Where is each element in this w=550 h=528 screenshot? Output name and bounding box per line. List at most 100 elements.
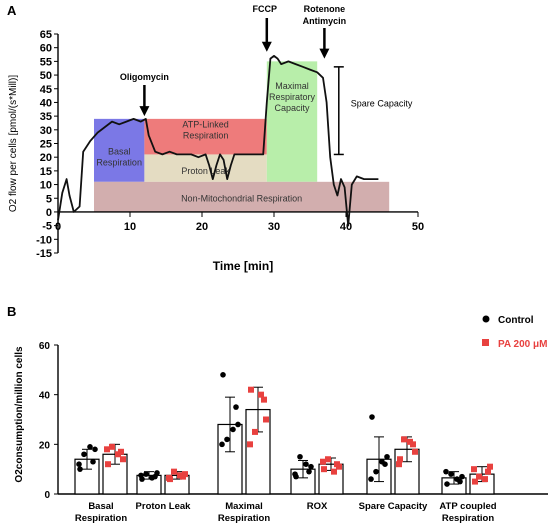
x-tick-label: 50	[412, 221, 424, 233]
point-control	[369, 414, 375, 420]
point-control	[292, 471, 298, 477]
category-label: ROX	[307, 501, 328, 512]
point-pa	[487, 463, 493, 470]
point-control	[92, 446, 98, 453]
point-pa	[485, 468, 491, 475]
region-2	[144, 154, 267, 182]
region-label-4: Non-Mitochondrial Respiration	[181, 193, 302, 203]
point-pa	[472, 478, 478, 485]
panel-a: ABasalRespirationATP-LinkedRespirationPr…	[7, 3, 424, 273]
region-3	[266, 61, 318, 182]
region-label-0: Respiration	[96, 158, 142, 168]
point-control	[368, 476, 374, 482]
point-pa	[401, 436, 407, 443]
x-tick-label: 0	[55, 221, 61, 233]
legend-control-marker	[482, 315, 490, 323]
panel-b: B 0 20 40 60 O2consumption/million cells Basal…	[7, 304, 548, 524]
point-pa	[482, 476, 488, 483]
region-label-0: Basal	[108, 147, 131, 157]
point-control	[384, 453, 390, 460]
category-label: Proton Leak	[136, 501, 192, 512]
y-tick-label: 60	[40, 43, 52, 55]
category-label: Spare Capacity	[359, 501, 428, 512]
point-pa	[171, 468, 177, 475]
region-label-2: Proton Leak	[181, 166, 230, 176]
fccp-arrow-head	[261, 41, 272, 52]
point-pa	[320, 458, 326, 465]
point-control	[76, 461, 82, 468]
y-tick-label: 0	[44, 490, 50, 501]
point-pa	[476, 473, 482, 480]
x-tick-label: 40	[340, 221, 352, 233]
point-control	[220, 372, 226, 378]
y-tick-label: 40	[39, 391, 51, 402]
point-control	[308, 463, 314, 470]
y-tick-label: -10	[36, 234, 52, 246]
point-control	[143, 471, 149, 477]
point-control	[138, 472, 144, 479]
point-pa	[248, 386, 254, 393]
oligomycin-label: Oligomycin	[120, 72, 169, 82]
point-control	[448, 471, 454, 477]
y-tick-label: 60	[39, 341, 51, 352]
rotenone-arrow-head	[319, 48, 330, 59]
y-tick-label: 40	[40, 97, 52, 109]
point-pa	[115, 451, 121, 458]
point-pa	[104, 446, 110, 453]
fccp-label: FCCP	[253, 4, 278, 14]
x-axis-title: Time [min]	[213, 259, 273, 273]
category-label: Respiration	[75, 513, 127, 524]
oligomycin-arrow-head	[139, 106, 150, 117]
point-control	[303, 461, 309, 468]
x-tick-label: 10	[124, 221, 136, 233]
x-tick-label: 30	[268, 221, 280, 233]
point-pa	[397, 456, 403, 463]
point-pa	[252, 428, 258, 435]
y-tick-label: 65	[40, 29, 52, 41]
y-tick-label: 50	[40, 70, 52, 82]
point-control	[81, 451, 87, 458]
point-control	[77, 466, 83, 472]
x-tick-label: 20	[196, 221, 208, 233]
y-tick-label: 0	[46, 207, 52, 219]
point-pa	[182, 471, 188, 478]
point-pa	[321, 466, 327, 473]
y-axis-title: O2 flow per cells [pmol/(s*Mill)]	[8, 75, 19, 212]
region-label-3: Respiratory	[269, 92, 316, 102]
point-pa	[471, 466, 477, 473]
antimycin-label: Antimycin	[303, 16, 347, 26]
point-pa	[109, 443, 115, 450]
point-control	[443, 468, 449, 475]
spare-capacity-label: Spare Capacity	[351, 99, 413, 109]
point-control	[149, 475, 155, 481]
y-tick-label: -15	[36, 248, 52, 260]
rotenone-label: Rotenone	[304, 4, 346, 14]
point-control	[233, 404, 239, 410]
point-control	[373, 468, 379, 475]
point-control	[224, 436, 230, 443]
point-pa	[325, 456, 331, 463]
region-label-3: Maximal	[275, 81, 309, 91]
point-pa	[336, 463, 342, 470]
point-pa	[263, 416, 269, 423]
region-label-1: Respiration	[183, 130, 229, 140]
point-pa	[331, 468, 337, 475]
category-label: Basal	[88, 501, 113, 512]
point-pa	[177, 472, 183, 479]
panel-b-label: B	[7, 304, 16, 319]
category-label: Maximal	[225, 501, 263, 512]
category-label: Respiration	[442, 513, 494, 524]
point-pa	[258, 391, 264, 398]
y-tick-label: 35	[40, 111, 52, 123]
y-tick-label: 20	[40, 152, 52, 164]
point-control	[154, 470, 160, 476]
point-control	[297, 453, 303, 460]
y-tick-label: 20	[39, 440, 51, 451]
point-pa	[412, 448, 418, 455]
point-pa	[396, 461, 402, 468]
point-control	[219, 441, 225, 448]
y-axis-title: O2consumption/million cells	[14, 346, 25, 483]
point-control	[454, 476, 460, 482]
point-pa	[407, 438, 413, 445]
